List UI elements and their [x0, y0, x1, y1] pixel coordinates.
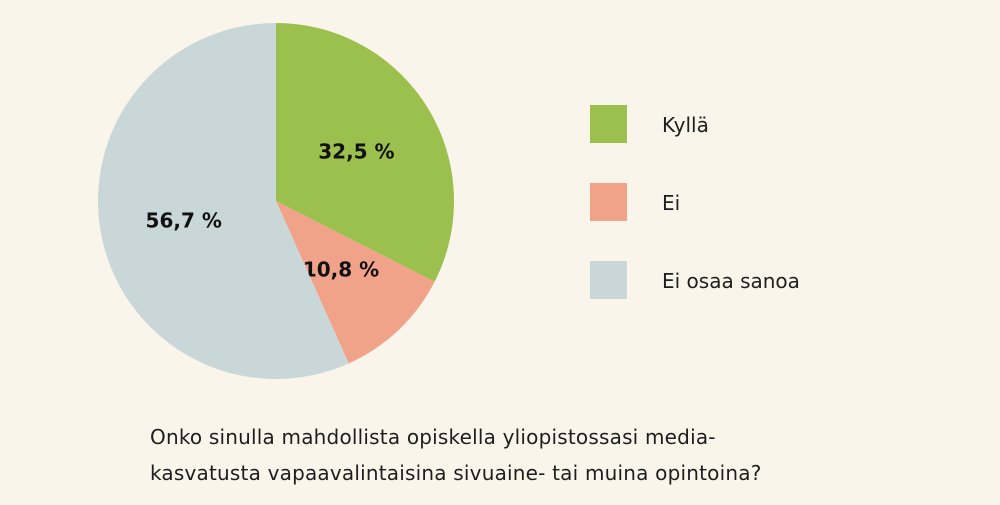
slice-label-ei-osaa-sanoa: 56,7 %	[146, 209, 222, 233]
pie-slice-kylla	[276, 23, 454, 282]
slice-label-kylla: 32,5 %	[318, 140, 394, 164]
question-line-2: kasvatusta vapaavalintaisina sivuaine- t…	[150, 461, 762, 485]
question-line-1: Onko sinulla mahdollista opiskella yliop…	[150, 425, 716, 449]
legend-swatch-ei	[590, 183, 627, 221]
legend-swatch-ei-osaa-sanoa	[590, 261, 627, 299]
legend-label-ei: Ei	[662, 191, 681, 215]
legend-label-kylla: Kyllä	[662, 113, 709, 137]
pie-slice-ei-osaa-sanoa	[98, 23, 349, 379]
pie-slice-ei	[276, 201, 435, 364]
legend-label-ei-osaa-sanoa: Ei osaa sanoa	[662, 269, 800, 293]
legend-swatch-kylla	[590, 105, 627, 143]
slice-label-ei: 10,8 %	[303, 257, 379, 281]
question-text: Onko sinulla mahdollista opiskella yliop…	[150, 419, 870, 491]
